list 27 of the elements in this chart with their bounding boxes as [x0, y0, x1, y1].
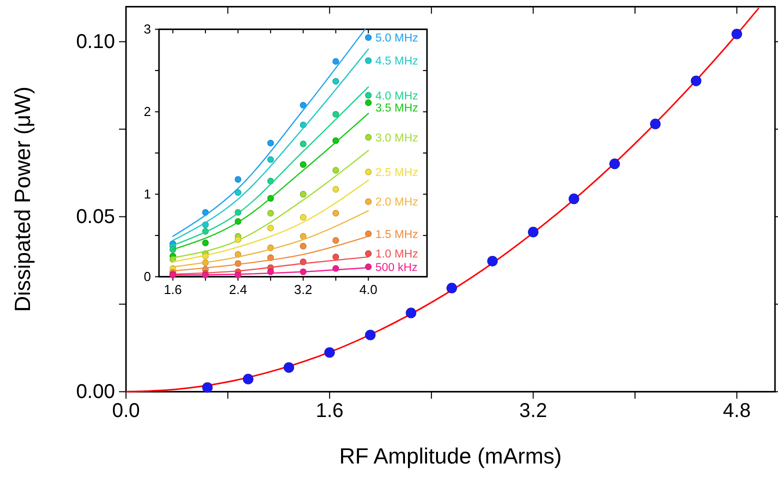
- series-label: 4.0 MHz: [375, 90, 418, 102]
- series-label: 2.5 MHz: [375, 166, 418, 179]
- series-label: 500 kHz: [375, 262, 418, 274]
- series-label: 5.0 MHz: [375, 32, 418, 45]
- y-tick-label: 3: [144, 21, 151, 36]
- y-tick-label: 1: [144, 186, 151, 202]
- series-label: 1.0 MHz: [375, 248, 418, 261]
- y-tick-label: 0.05: [76, 206, 115, 228]
- series-label: 4.5 MHz: [375, 56, 418, 68]
- x-tick-label: 4.8: [722, 400, 751, 422]
- series-label: 3.5 MHz: [375, 102, 418, 114]
- y-tick-label: 2: [144, 104, 151, 119]
- x-tick-label: 3.2: [519, 400, 548, 422]
- y-axis-title: Dissipated Power (μW): [10, 86, 35, 312]
- y-tick-label: 0.10: [76, 31, 115, 54]
- series-label: 3.0 MHz: [375, 132, 418, 144]
- x-axis-title: RF Amplitude (mArms): [339, 444, 562, 469]
- y-tick-label: 0: [144, 268, 151, 284]
- x-tick-label: 1.6: [164, 282, 182, 297]
- x-tick-label: 1.6: [316, 400, 344, 422]
- series-label: 2.0 MHz: [375, 196, 418, 209]
- x-tick-label: 4.0: [359, 282, 378, 297]
- x-tick-label: 0.0: [112, 400, 140, 422]
- series-label: 1.5 MHz: [375, 228, 418, 241]
- x-tick-label: 2.4: [228, 282, 248, 297]
- x-tick-label: 3.2: [294, 282, 312, 297]
- y-tick-label: 0.00: [76, 381, 115, 404]
